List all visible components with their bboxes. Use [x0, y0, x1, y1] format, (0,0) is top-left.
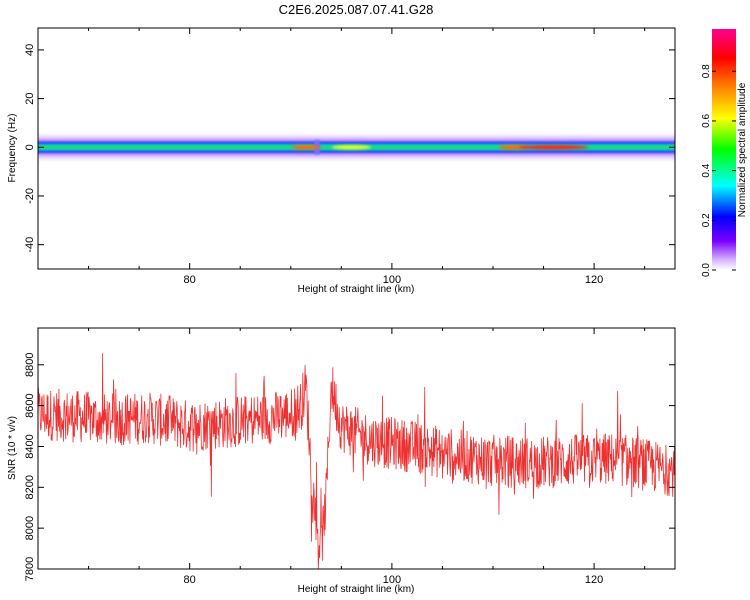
band-peak — [498, 145, 529, 150]
band-peak — [290, 145, 321, 150]
y-tick-label: 20 — [24, 92, 36, 104]
x-tick-label: 80 — [184, 274, 196, 286]
colorbar-label: Normalized spectral amplitude — [737, 82, 748, 217]
y-tick-label: 7800 — [24, 557, 36, 581]
colorbar-gradient — [712, 29, 736, 270]
band-peak — [331, 145, 372, 150]
y-tick-label: 8600 — [24, 393, 36, 417]
x-tick-label: 120 — [585, 574, 603, 586]
y-tick-label: 8200 — [24, 475, 36, 499]
colorbar-tick-label: 0.6 — [701, 114, 712, 128]
colorbar-tick-label: 0.4 — [701, 163, 712, 177]
snr-ticks: 80 100 120 7800 8000 8200 8400 8600 8800 — [24, 328, 675, 586]
y-tick-label: 8000 — [24, 516, 36, 540]
band-peak — [518, 145, 589, 150]
snr-line — [38, 353, 675, 569]
y-tick-label: -40 — [24, 237, 36, 253]
heatmap-x-axis-label: Height of straight line (km) — [298, 284, 415, 295]
x-tick-label: 80 — [184, 574, 196, 586]
heatmap-band — [38, 135, 675, 160]
colorbar-ticks: 0.0 0.2 0.4 0.6 0.8 — [701, 64, 736, 277]
snr-frame — [37, 327, 676, 570]
colorbar-tick-label: 0.8 — [701, 64, 712, 78]
snr-panel: 80 100 120 7800 8000 8200 8400 8600 8800 Height … — [7, 327, 676, 595]
colorbar: 0.0 0.2 0.4 0.6 0.8 Normalized spectral ampl… — [701, 29, 748, 277]
y-tick-label: 0 — [24, 144, 36, 150]
heatmap-frame — [37, 27, 676, 270]
colorbar-tick-label: 0.0 — [701, 263, 712, 277]
snr-plot-area — [38, 328, 675, 569]
x-tick-label: 100 — [383, 274, 401, 286]
heatmap-y-axis-label: Frequency (Hz) — [7, 114, 18, 183]
y-tick-label: 40 — [24, 44, 36, 56]
snr-series — [38, 353, 675, 569]
chart-title: C2E6.2025.087.07.41.G28 — [279, 2, 434, 17]
y-tick-label: 8800 — [24, 353, 36, 377]
heatmap-panel: 80 100 120 -40 -20 0 20 40 Height of straight l… — [7, 27, 676, 295]
y-tick-label: 8400 — [24, 434, 36, 458]
x-tick-label: 120 — [585, 274, 603, 286]
x-tick-label: 100 — [383, 574, 401, 586]
colorbar-tick-label: 0.2 — [701, 213, 712, 227]
snr-x-axis-label: Height of straight line (km) — [298, 584, 415, 595]
y-tick-label: -20 — [24, 188, 36, 204]
snr-y-axis-label: SNR (10 * v/v) — [7, 416, 18, 480]
